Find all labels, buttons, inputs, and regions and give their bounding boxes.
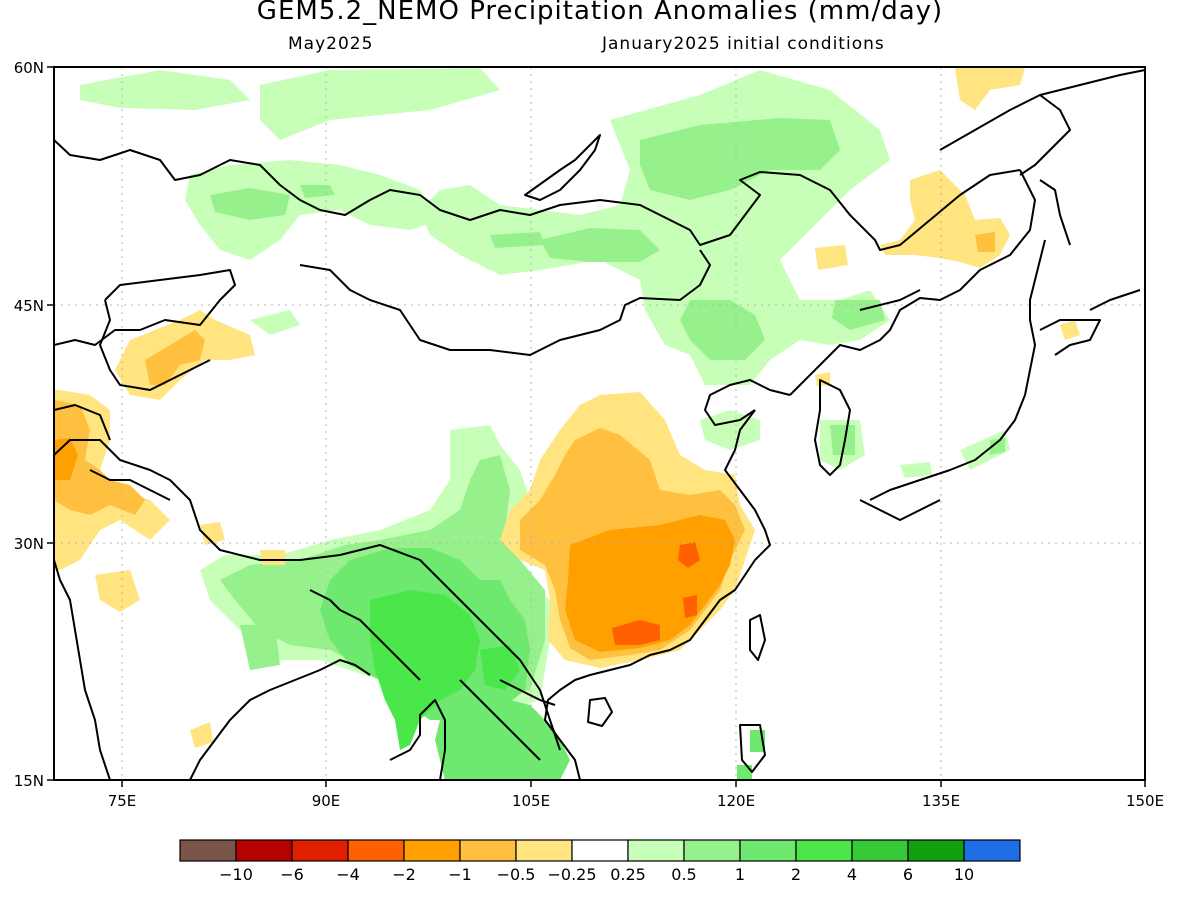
colorbar-swatch	[571, 839, 629, 862]
colorbar-label: −0.25	[547, 865, 596, 884]
initial-conditions: January2025 initial conditions	[602, 34, 885, 54]
colorbar-swatch	[179, 839, 237, 862]
anomaly-orange-red	[612, 542, 700, 645]
colorbar-swatch	[459, 839, 517, 862]
colorbar-label: 4	[847, 865, 857, 884]
colorbar-swatch	[683, 839, 741, 862]
colorbar-label: −10	[219, 865, 253, 884]
lon-tick-label: 105E	[512, 792, 550, 810]
colorbar-swatch	[235, 839, 293, 862]
colorbar-swatch	[515, 839, 573, 862]
colorbar-label: −6	[280, 865, 304, 884]
colorbar-label: 0.5	[671, 865, 696, 884]
lat-tick-label: 60N	[14, 59, 44, 77]
colorbar-swatch	[627, 839, 685, 862]
colorbar-label: −1	[448, 865, 472, 884]
lon-tick-label: 90E	[312, 792, 341, 810]
lon-tick-label: 75E	[108, 792, 137, 810]
colorbar-swatch	[739, 839, 797, 862]
colorbar-swatch	[851, 839, 909, 862]
colorbar-swatch	[403, 839, 461, 862]
colorbar-swatch	[907, 839, 965, 862]
lat-tick-label: 30N	[14, 535, 44, 553]
colorbar-label: 1	[735, 865, 745, 884]
lon-tick-label: 150E	[1126, 792, 1164, 810]
colorbar-swatch	[963, 839, 1021, 862]
lon-tick-label: 135E	[922, 792, 960, 810]
axis-ticks	[47, 66, 1146, 787]
coastlines	[54, 69, 1145, 780]
colorbar-label: −4	[336, 865, 360, 884]
colorbar-swatch	[347, 839, 405, 862]
colorbar-label: −2	[392, 865, 416, 884]
colorbar-swatch	[795, 839, 853, 862]
map-title: GEM5.2_NEMO Precipitation Anomalies (mm/…	[256, 0, 944, 26]
plot-frame	[53, 66, 1146, 781]
lat-tick-label: 15N	[14, 772, 44, 790]
colorbar: −10 −6 −4 −2 −1 −0.5 −0.25 0.25 0.5 1 2 4 6 10	[179, 839, 1021, 884]
lon-tick-label: 120E	[717, 792, 755, 810]
colorbar-label: 6	[903, 865, 913, 884]
colorbar-label: 10	[954, 865, 974, 884]
colorbar-swatch	[291, 839, 349, 862]
forecast-month: May2025	[288, 34, 374, 54]
colorbar-label: −0.5	[497, 865, 536, 884]
anomaly-field	[54, 68, 1080, 780]
colorbar-label: 2	[791, 865, 801, 884]
anomaly-bright-green	[370, 590, 520, 750]
colorbar-label: 0.25	[610, 865, 646, 884]
lat-tick-label: 45N	[14, 297, 44, 315]
